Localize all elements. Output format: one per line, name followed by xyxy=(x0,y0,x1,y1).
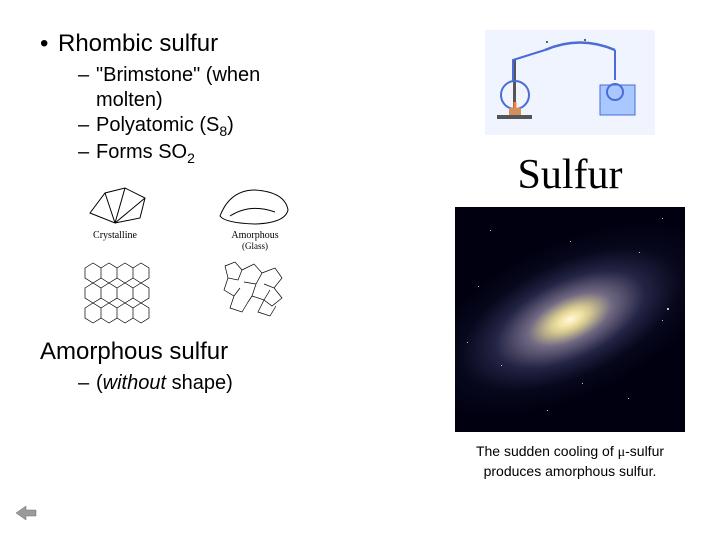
heading-amorphous-text: Amorphous sulfur xyxy=(40,338,228,365)
heading-amorphous: Amorphous sulfur xyxy=(40,338,430,366)
apparatus-illustration xyxy=(485,30,655,135)
sub-so2-pre: Forms SO xyxy=(96,141,187,163)
slide: Rhombic sulfur "Brimstone" (when – molte… xyxy=(0,0,720,540)
galaxy-caption: The sudden cooling of μ-sulfur produces … xyxy=(476,442,664,480)
sulfur-title-text: Sulfur xyxy=(518,152,623,198)
galaxy-image xyxy=(455,207,685,432)
crystal-vs-amorphous-diagram: Crystalline Amorphous (Glass) xyxy=(70,178,330,328)
sub-brimstone-cont: – molten) xyxy=(78,89,430,112)
right-column: Sulfur The sudden cooling of μ-sulfur xyxy=(440,30,700,520)
sub-forms-so2: Forms SO2 xyxy=(78,141,430,166)
diagram-label-glass: (Glass) xyxy=(242,241,268,251)
heading-rhombic: Rhombic sulfur xyxy=(40,30,430,58)
sub-ws-pre: ( xyxy=(96,372,103,394)
sub-polyatomic-pre: Polyatomic (S xyxy=(96,114,219,136)
sub-brimstone: "Brimstone" (when xyxy=(78,64,430,87)
left-column: Rhombic sulfur "Brimstone" (when – molte… xyxy=(40,30,440,520)
heading-rhombic-text: Rhombic sulfur xyxy=(58,30,218,57)
diagram-label-crystalline: Crystalline xyxy=(93,230,137,241)
caption-mu: μ xyxy=(618,445,626,460)
sulfur-title: Sulfur xyxy=(518,151,623,199)
caption-line2: produces amorphous sulfur. xyxy=(484,463,657,479)
back-nav-icon[interactable] xyxy=(14,504,38,522)
sub-without-shape: (without shape) xyxy=(78,372,430,395)
sub-ws-italic: without xyxy=(103,372,166,394)
rhombic-sublist: "Brimstone" (when – molten) Polyatomic (… xyxy=(40,64,430,166)
sub-polyatomic-sub: 8 xyxy=(219,123,227,139)
sub-ws-post: shape) xyxy=(166,372,233,394)
diagram-label-amorphous: Amorphous xyxy=(231,230,278,241)
sub-polyatomic-post: ) xyxy=(227,114,234,136)
sub-so2-sub: 2 xyxy=(187,150,195,166)
caption-pre: The sudden cooling of xyxy=(476,443,618,459)
caption-post: -sulfur xyxy=(625,443,664,459)
sub-polyatomic: Polyatomic (S8) xyxy=(78,114,430,139)
sub-brimstone-text: "Brimstone" (when xyxy=(96,64,260,86)
sub-brimstone-cont-text: molten) xyxy=(96,89,163,111)
amorphous-sublist: (without shape) xyxy=(40,372,430,395)
